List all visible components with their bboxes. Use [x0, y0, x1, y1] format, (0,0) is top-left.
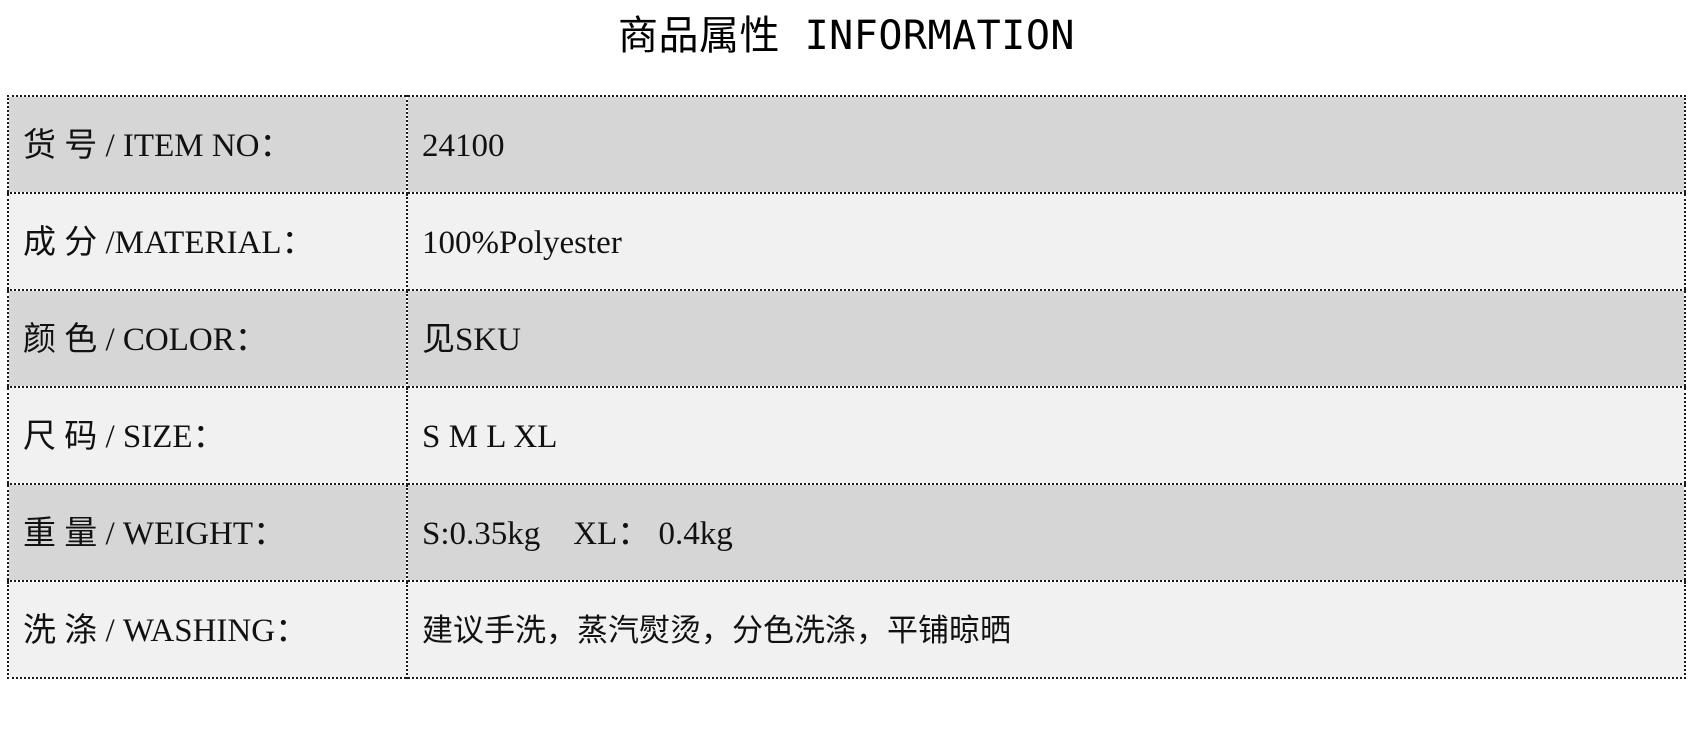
- row-label-weight: 重 量 / WEIGHT：: [8, 484, 408, 582]
- row-value-weight: S:0.35kg XL： 0.4kg: [407, 484, 1685, 582]
- row-value-size: S M L XL: [407, 387, 1685, 485]
- label-text: 尺 码 / SIZE：: [23, 418, 226, 455]
- table-body: 货 号 / ITEM NO： 24100 成 分 /MATERIAL： 100%…: [8, 96, 1685, 678]
- value-text: 100%Polyester: [422, 224, 622, 261]
- value-text: S M L XL: [422, 418, 558, 455]
- value-text: 见SKU: [422, 321, 522, 358]
- page-title: 商品属性 INFORMATION: [0, 8, 1693, 64]
- label-text: 颜 色 / COLOR：: [23, 321, 268, 358]
- table-row: 成 分 /MATERIAL： 100%Polyester: [8, 193, 1685, 291]
- row-value-item-no: 24100: [407, 96, 1685, 194]
- label-text: 洗 涤 / WASHING：: [23, 612, 309, 649]
- row-label-size: 尺 码 / SIZE：: [8, 387, 408, 485]
- value-text: S:0.35kg XL： 0.4kg: [422, 515, 733, 552]
- row-value-color: 见SKU: [407, 290, 1685, 388]
- table-row: 洗 涤 / WASHING： 建议手洗，蒸汽熨烫，分色洗涤，平铺晾晒: [8, 581, 1685, 678]
- table-row: 尺 码 / SIZE： S M L XL: [8, 387, 1685, 485]
- row-label-item-no: 货 号 / ITEM NO：: [8, 96, 408, 194]
- row-label-washing: 洗 涤 / WASHING：: [8, 581, 408, 678]
- value-text: 建议手洗，蒸汽熨烫，分色洗涤，平铺晾晒: [422, 612, 1011, 649]
- label-text: 重 量 / WEIGHT：: [23, 515, 287, 552]
- row-label-material: 成 分 /MATERIAL：: [8, 193, 408, 291]
- row-value-material: 100%Polyester: [407, 193, 1685, 291]
- label-text: 货 号 / ITEM NO：: [23, 127, 293, 164]
- product-attributes-table: 货 号 / ITEM NO： 24100 成 分 /MATERIAL： 100%…: [7, 95, 1686, 679]
- page-title-text: 商品属性 INFORMATION: [618, 13, 1075, 59]
- row-value-washing: 建议手洗，蒸汽熨烫，分色洗涤，平铺晾晒: [407, 581, 1685, 678]
- label-text: 成 分 /MATERIAL：: [23, 224, 315, 261]
- table-row: 颜 色 / COLOR： 见SKU: [8, 290, 1685, 388]
- value-text: 24100: [422, 127, 505, 164]
- table-row: 重 量 / WEIGHT： S:0.35kg XL： 0.4kg: [8, 484, 1685, 582]
- row-label-color: 颜 色 / COLOR：: [8, 290, 408, 388]
- table-row: 货 号 / ITEM NO： 24100: [8, 96, 1685, 194]
